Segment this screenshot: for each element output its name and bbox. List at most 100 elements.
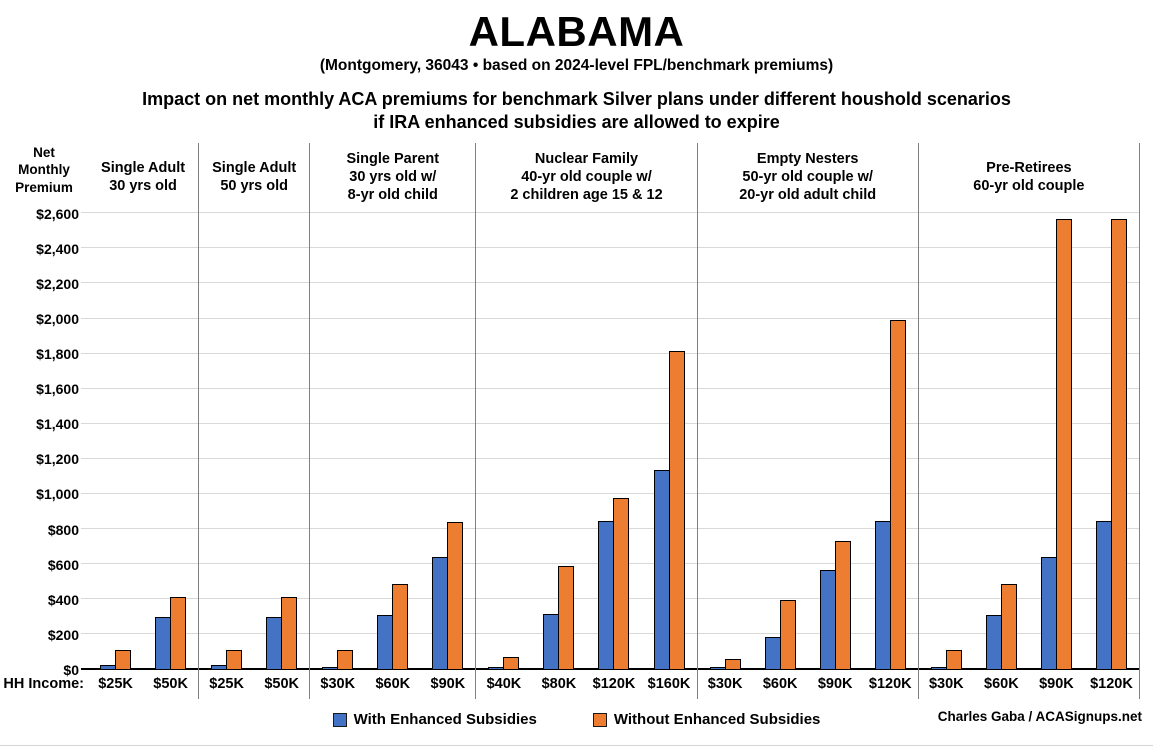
scenario-header: Empty Nesters 50-yr old couple w/20-yr ol… bbox=[698, 143, 918, 213]
bar-with-enhanced bbox=[155, 617, 172, 669]
y-tick-label: $2,400 bbox=[36, 240, 79, 257]
bar-pair bbox=[365, 213, 420, 669]
income-labels: $30K $60K $90K $120K bbox=[698, 669, 918, 699]
scenario-header-line: 30 yrs old w/ bbox=[349, 168, 437, 185]
scenario-group: Pre-Retirees 60-yr old couple $30K $60K $90K… bbox=[919, 142, 1140, 699]
x-axis-baseline bbox=[81, 667, 1140, 670]
bar-without-enhanced bbox=[503, 656, 520, 669]
scenario-header-line: 60-yr old couple bbox=[973, 177, 1085, 194]
income-labels: $25K $50K bbox=[88, 669, 198, 699]
plot-groups: Single Adult 30 yrs old $25K $50K Single Adu… bbox=[88, 142, 1140, 699]
chart-area: Net Monthly Premium $2,600 $2,400 $2,200 $2… bbox=[0, 142, 1153, 699]
income-label: $50K bbox=[153, 675, 188, 692]
income-label: $50K bbox=[264, 675, 300, 692]
scenario-header-line: 50 yrs old bbox=[220, 177, 289, 194]
income-label: $120K bbox=[868, 675, 912, 692]
y-tick-label: $400 bbox=[47, 591, 79, 608]
scenario-header-line: Single Parent bbox=[346, 151, 440, 168]
y-axis-ticks: $2,600 $2,400 $2,200 $2,000 $1,800 $1,600 $1,4… bbox=[0, 206, 88, 678]
bottom-divider bbox=[0, 745, 1153, 746]
scenario-header-line: 30 yrs old bbox=[109, 177, 177, 194]
chart-heading: Impact on net monthly ACA premiums for b… bbox=[0, 88, 1153, 134]
bar-pair bbox=[753, 213, 808, 669]
scenario-header-line: Nuclear Family bbox=[534, 151, 639, 168]
legend-label-without-enhanced: Without Enhanced Subsidies bbox=[613, 711, 821, 729]
bar-pair bbox=[199, 213, 254, 669]
scenario-header: Single Adult 30 yrs old bbox=[88, 143, 198, 213]
bar-without-enhanced bbox=[779, 599, 796, 669]
scenario-group: Single Adult 50 yrs old $25K $50K bbox=[199, 142, 311, 699]
y-tick-label: $1,800 bbox=[36, 346, 79, 363]
gridline bbox=[81, 247, 1140, 249]
chart-heading-line2: if IRA enhanced subsidies are allowed to… bbox=[373, 111, 780, 132]
bar-pair bbox=[642, 213, 697, 669]
bar-pair bbox=[698, 213, 753, 669]
y-tick-label: $0 bbox=[63, 661, 79, 678]
bar-with-enhanced bbox=[764, 637, 781, 669]
bar-without-enhanced bbox=[558, 566, 575, 669]
legend-swatch-without-enhanced bbox=[592, 712, 607, 727]
scenario-group: Single Adult 30 yrs old $25K $50K bbox=[88, 142, 200, 699]
y-axis-title-line: Monthly bbox=[18, 162, 70, 178]
scenario-header-line: Empty Nesters bbox=[756, 151, 859, 168]
plot-region: Single Adult 30 yrs old $25K $50K Single Adu… bbox=[81, 142, 1140, 699]
gridline bbox=[81, 352, 1140, 354]
chart-heading-line1: Impact on net monthly ACA premiums for b… bbox=[142, 89, 1011, 110]
bar-with-enhanced bbox=[1040, 557, 1057, 669]
bar-with-enhanced bbox=[1095, 520, 1112, 669]
scenario-header: Pre-Retirees 60-yr old couple bbox=[919, 143, 1139, 213]
bar-pair bbox=[808, 213, 863, 669]
bar-without-enhanced bbox=[447, 522, 464, 669]
bars-area bbox=[698, 213, 918, 669]
bar-with-enhanced bbox=[653, 469, 670, 669]
bar-with-enhanced bbox=[266, 617, 283, 669]
scenario-header-line: 40-yr old couple w/ bbox=[521, 168, 652, 185]
y-tick-label: $1,600 bbox=[36, 381, 79, 398]
x-axis-label: HH Income: bbox=[3, 675, 84, 692]
bar-with-enhanced bbox=[985, 615, 1002, 669]
bar-with-enhanced bbox=[432, 557, 449, 669]
y-tick-label: $600 bbox=[47, 556, 79, 573]
legend-label-with-enhanced: With Enhanced Subsidies bbox=[353, 711, 537, 729]
scenario-header-line: Pre-Retirees bbox=[986, 160, 1072, 177]
income-label: $160K bbox=[647, 675, 691, 692]
income-labels: $30K $60K $90K $120K bbox=[919, 669, 1139, 699]
income-label: $25K bbox=[209, 675, 244, 692]
income-label: $60K bbox=[984, 675, 1019, 692]
legend-item-without-enhanced: Without Enhanced Subsidies bbox=[592, 711, 821, 729]
income-labels: $40K $80K $120K $160K bbox=[476, 669, 696, 699]
bars-area bbox=[199, 213, 309, 669]
gridline bbox=[81, 387, 1140, 389]
bars-area bbox=[310, 213, 475, 669]
income-labels: $25K $50K bbox=[199, 669, 309, 699]
bar-without-enhanced bbox=[834, 540, 851, 669]
bar-without-enhanced bbox=[668, 351, 685, 669]
bar-pair bbox=[88, 213, 143, 669]
y-axis-title-line: Net bbox=[33, 144, 55, 160]
bar-with-enhanced bbox=[377, 615, 394, 669]
bar-pair bbox=[1084, 213, 1139, 669]
title-block: ALABAMA (Montgomery, 36043 • based on 20… bbox=[0, 0, 1153, 134]
bar-without-enhanced bbox=[1000, 583, 1017, 669]
y-axis-title-line: Premium bbox=[15, 179, 73, 195]
bar-without-enhanced bbox=[945, 649, 962, 669]
bar-pair bbox=[974, 213, 1029, 669]
income-label: $90K bbox=[430, 675, 466, 692]
bar-pair bbox=[919, 213, 974, 669]
gridline bbox=[81, 422, 1140, 424]
income-label: $120K bbox=[1090, 675, 1133, 692]
bar-without-enhanced bbox=[281, 596, 298, 669]
bar-with-enhanced bbox=[543, 614, 560, 669]
bar-pair bbox=[476, 213, 531, 669]
income-label: $90K bbox=[817, 675, 853, 692]
bars-area bbox=[919, 213, 1139, 669]
bar-without-enhanced bbox=[889, 319, 906, 669]
income-label: $40K bbox=[486, 675, 522, 692]
scenario-group: Empty Nesters 50-yr old couple w/20-yr ol… bbox=[698, 142, 919, 699]
bar-without-enhanced bbox=[392, 583, 409, 669]
bar-pair bbox=[254, 213, 309, 669]
scenario-header-line: 2 children age 15 & 12 bbox=[510, 186, 663, 203]
income-label: $60K bbox=[375, 675, 411, 692]
income-label: $90K bbox=[1039, 675, 1074, 692]
